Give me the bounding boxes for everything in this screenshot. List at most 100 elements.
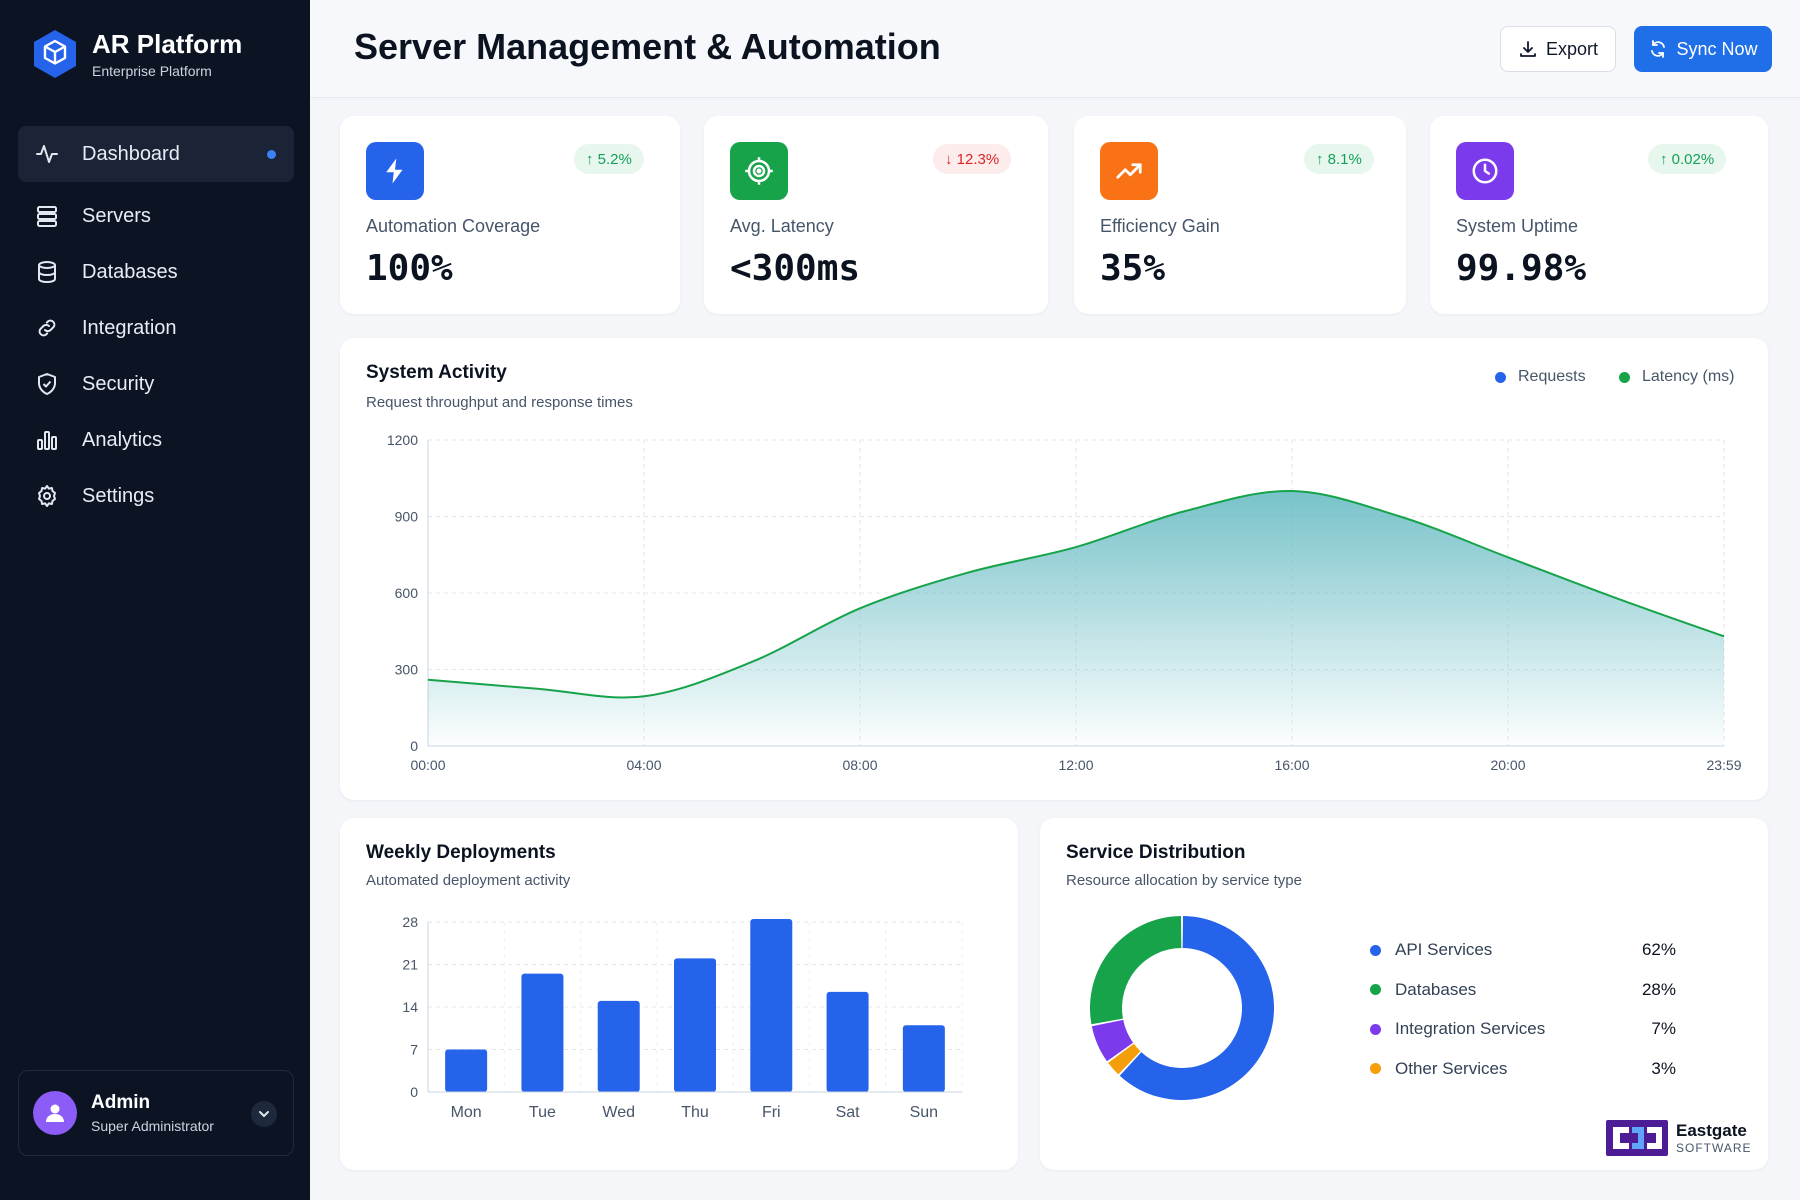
pie-legend-item: Integration Services 7% <box>1370 1017 1676 1041</box>
legend-percent: 62% <box>1641 940 1676 959</box>
pie-legend-item: API Services 62% <box>1370 938 1676 962</box>
sidebar-item-label: Dashboard <box>82 142 180 165</box>
legend-label: Databases <box>1395 979 1477 999</box>
sidebar-item-dashboard[interactable]: Dashboard <box>18 126 294 182</box>
legend-dot <box>1495 371 1506 383</box>
x-tick-label: 23:59 <box>1706 757 1741 773</box>
page-title: Server Management & Automation <box>354 26 941 67</box>
header: Server Management & Automation Export Sy… <box>310 0 1800 98</box>
eastgate-mark-icon <box>1606 1120 1668 1156</box>
sidebar-item-label: Integration <box>82 316 177 339</box>
shield-icon <box>34 371 60 397</box>
donut-slice-integration-services <box>1091 1019 1134 1062</box>
brand[interactable]: AR Platform Enterprise Platform <box>32 28 242 80</box>
sidebar-item-databases[interactable]: Databases <box>18 244 294 300</box>
legend-percent: 7% <box>1651 1019 1676 1038</box>
legend-percent: 3% <box>1651 1058 1676 1078</box>
sidebar-item-settings[interactable]: Settings <box>18 468 294 524</box>
gear-icon <box>34 483 60 509</box>
y-tick-label: 300 <box>395 662 419 678</box>
service-distribution-chart <box>1090 916 1274 1100</box>
refresh-icon <box>1651 40 1666 58</box>
sidebar-item-label: Analytics <box>82 428 163 451</box>
sidebar-item-label: Databases <box>82 260 178 283</box>
chevron-down-icon[interactable] <box>251 1101 277 1127</box>
trend-badge: ↑ 5.2% <box>574 144 644 174</box>
legend-dot <box>1370 1063 1381 1074</box>
system-activity-card: System Activity Request throughput and r… <box>340 338 1768 800</box>
cube-logo-icon <box>34 30 76 78</box>
sidebar-item-analytics[interactable]: Analytics <box>18 412 294 468</box>
logo-subtitle: SOFTWARE <box>1676 1141 1752 1155</box>
bar-sun <box>902 1025 945 1092</box>
bar-sat <box>826 991 869 1092</box>
stat-card-efficiency: ↑ 8.1% Efficiency Gain 35% <box>1074 116 1406 314</box>
y-tick-label: 0 <box>410 1084 418 1100</box>
sidebar-item-integration[interactable]: Integration <box>18 300 294 356</box>
stat-value: 100% <box>366 248 453 289</box>
weekly-deployments-chart: 0 7 14 21 28 Mon Tue Wed Thu Fri Sat Sun <box>402 914 963 1121</box>
pie-legend-item: Databases 28% <box>1370 978 1676 1002</box>
link-icon <box>34 315 60 341</box>
legend-latency: Latency (ms) <box>1619 368 1734 386</box>
latency-series-line <box>427 489 1725 699</box>
section-subtitle: Request throughput and response times <box>366 394 633 411</box>
sidebar: AR Platform Enterprise Platform Dashboar… <box>0 0 310 1200</box>
section-title: System Activity <box>366 362 507 383</box>
donut-slice-databases <box>1090 916 1182 1025</box>
sidebar-nav: Dashboard Servers Databases Integration <box>18 126 294 524</box>
legend-dot <box>1370 944 1381 956</box>
logo-name: Eastgate <box>1676 1121 1747 1140</box>
y-tick-label: 28 <box>402 914 418 930</box>
clock-icon <box>1456 142 1514 200</box>
legend-label: Other Services <box>1395 1058 1508 1078</box>
stat-label: Avg. Latency <box>730 216 834 236</box>
stat-card-latency: ↓ 12.3% Avg. Latency <300ms <box>704 116 1048 314</box>
y-tick-label: 21 <box>402 957 418 973</box>
legend-dot <box>1370 984 1381 995</box>
x-tick-label: 00:00 <box>410 757 445 773</box>
x-tick-label: Wed <box>602 1104 635 1121</box>
x-tick-label: 16:00 <box>1274 757 1309 773</box>
eastgate-logo: Eastgate SOFTWARE <box>1606 1118 1752 1158</box>
user-name: Admin <box>91 1092 151 1113</box>
sync-now-button[interactable]: Sync Now <box>1634 26 1772 72</box>
trend-badge: ↑ 8.1% <box>1304 144 1374 174</box>
section-title: Weekly Deployments <box>366 842 556 863</box>
user-profile[interactable]: Admin Super Administrator <box>18 1070 294 1156</box>
avatar <box>33 1091 77 1135</box>
trend-badge: ↑ 0.02% <box>1648 144 1727 174</box>
y-tick-label: 600 <box>395 585 419 601</box>
server-icon <box>34 203 60 229</box>
bolt-icon <box>366 142 424 200</box>
bar-tue <box>521 973 564 1092</box>
x-tick-label: Sat <box>836 1104 861 1121</box>
x-tick-label: Mon <box>451 1104 482 1121</box>
sidebar-item-servers[interactable]: Servers <box>18 188 294 244</box>
trend-badge: ↓ 12.3% <box>933 144 1012 174</box>
system-activity-chart: 0 300 600 900 1200 00:00 04:00 08:00 12:00 16:00 2… <box>387 432 1742 773</box>
stat-label: Efficiency Gain <box>1100 216 1220 236</box>
legend-dot <box>1370 1023 1381 1035</box>
user-role: Super Administrator <box>91 1118 214 1134</box>
database-icon <box>34 259 60 285</box>
user-icon <box>46 1104 64 1122</box>
export-button[interactable]: Export <box>1500 26 1616 72</box>
sidebar-item-label: Security <box>82 372 155 395</box>
legend-percent: 28% <box>1641 979 1676 999</box>
service-distribution-card: Service Distribution Resource allocation… <box>1040 818 1768 1170</box>
x-tick-label: Thu <box>681 1104 709 1121</box>
weekly-deployments-card: Weekly Deployments Automated deployment … <box>340 818 1018 1170</box>
legend-requests: Requests <box>1495 368 1586 386</box>
y-tick-label: 14 <box>402 999 418 1015</box>
x-tick-label: 04:00 <box>626 757 661 773</box>
activity-icon <box>34 141 60 167</box>
latency-area-fill <box>428 490 1724 746</box>
y-tick-label: 900 <box>395 509 419 525</box>
bar-wed <box>597 1000 640 1092</box>
section-subtitle: Resource allocation by service type <box>1066 872 1302 889</box>
export-label: Export <box>1545 38 1599 59</box>
legend-label: Latency (ms) <box>1642 368 1735 385</box>
bar-thu <box>674 958 716 1092</box>
sidebar-item-security[interactable]: Security <box>18 356 294 412</box>
